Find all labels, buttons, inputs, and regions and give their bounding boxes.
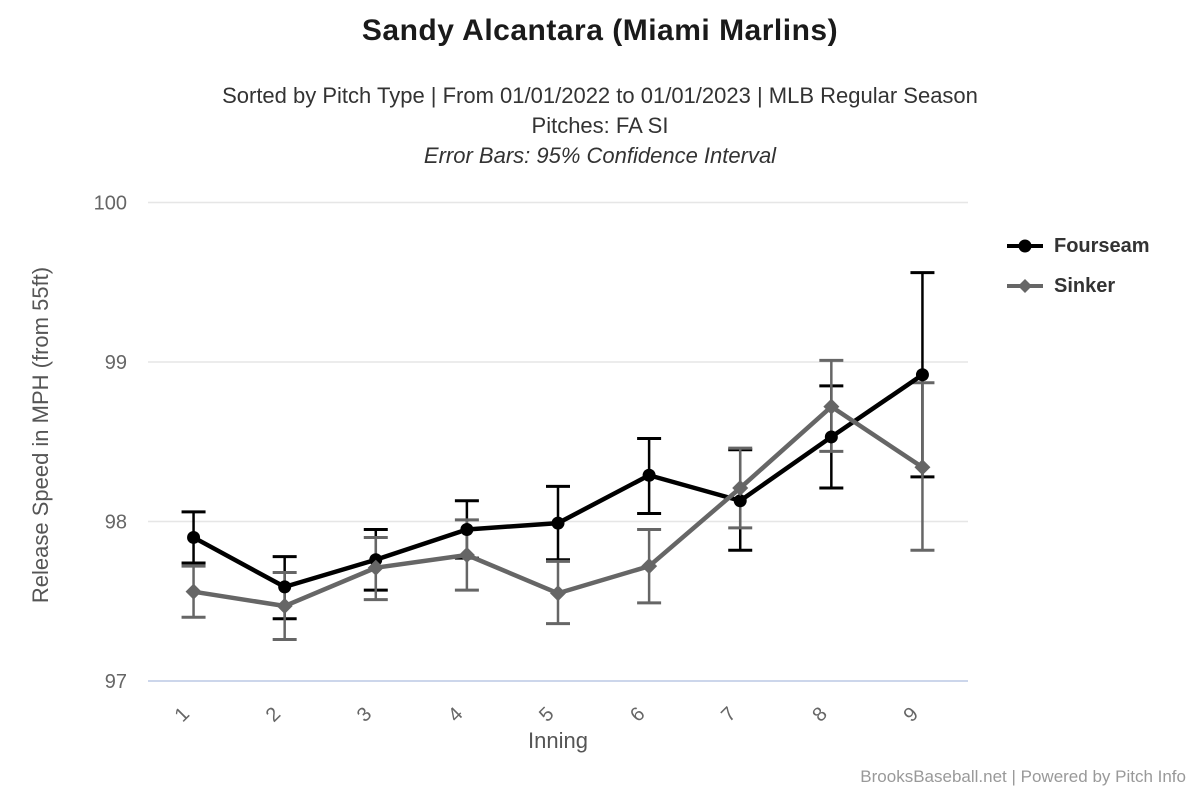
data-point-fourseam-6[interactable] <box>642 468 656 482</box>
x-tick-label: 2 <box>262 703 285 726</box>
y-tick-label: 98 <box>105 512 127 534</box>
data-point-sinker-1[interactable] <box>185 583 202 600</box>
data-point-sinker-5[interactable] <box>550 585 566 602</box>
x-tick-label: 7 <box>717 703 740 726</box>
x-tick-label: 3 <box>353 703 376 726</box>
data-point-fourseam-8[interactable] <box>824 430 838 444</box>
chart-subtitle-line1: Sorted by Pitch Type | From 01/01/2022 t… <box>222 83 978 108</box>
data-point-sinker-3[interactable] <box>367 559 384 576</box>
y-tick-label: 97 <box>105 671 127 693</box>
legend-item-sinker[interactable]: Sinker <box>1006 272 1150 300</box>
data-point-fourseam-4[interactable] <box>460 522 474 536</box>
x-axis-title: Inning <box>528 728 588 753</box>
legend-label: Sinker <box>1054 274 1116 297</box>
data-point-fourseam-9[interactable] <box>915 368 929 382</box>
data-point-sinker-9[interactable] <box>914 459 931 476</box>
x-tick-label: 5 <box>535 703 558 726</box>
x-tick-label: 6 <box>626 703 649 726</box>
data-point-sinker-7[interactable] <box>732 480 749 497</box>
x-tick-label: 1 <box>171 703 194 726</box>
circle-marker-icon <box>1007 239 1043 253</box>
chart-title: Sandy Alcantara (Miami Marlins) <box>361 14 839 47</box>
chart-subtitle-line3: Error Bars: 95% Confidence Interval <box>423 143 777 168</box>
legend: Fourseam Sinker <box>1006 232 1150 300</box>
y-tick-label: 100 <box>94 193 127 215</box>
x-tick-label: 9 <box>899 703 922 726</box>
data-point-fourseam-7[interactable] <box>733 494 747 508</box>
data-point-sinker-8[interactable] <box>823 398 840 415</box>
legend-label: Fourseam <box>1054 234 1150 257</box>
data-point-sinker-6[interactable] <box>641 558 658 575</box>
diamond-marker-icon <box>1007 279 1043 293</box>
data-point-fourseam-5[interactable] <box>551 516 565 530</box>
credits: BrooksBaseball.net | Powered by Pitch In… <box>860 767 1186 786</box>
chart-subtitle-line2: Pitches: FA SI <box>531 113 669 138</box>
y-tick-label: 99 <box>105 352 127 374</box>
data-point-fourseam-1[interactable] <box>187 530 201 544</box>
data-point-fourseam-2[interactable] <box>278 580 292 594</box>
data-point-sinker-2[interactable] <box>276 598 293 615</box>
legend-item-fourseam[interactable]: Fourseam <box>1006 232 1150 260</box>
x-tick-label: 8 <box>808 703 831 726</box>
x-tick-label: 4 <box>444 703 467 726</box>
data-point-sinker-4[interactable] <box>458 546 475 563</box>
